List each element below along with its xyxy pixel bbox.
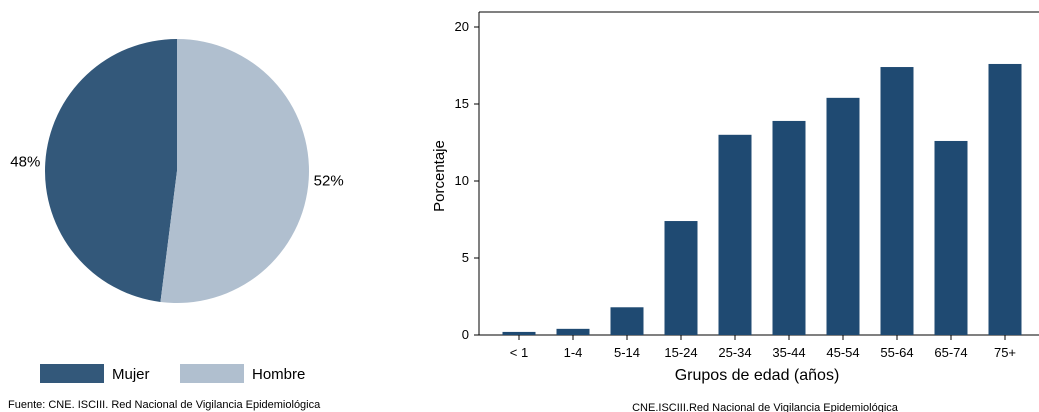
bar-4554 <box>826 97 860 335</box>
pie-slice-hombre <box>160 39 309 303</box>
pie-source-note: Fuente: CNE. ISCIII. Red Nacional de Vig… <box>8 399 321 411</box>
x-tick-label: 75+ <box>994 345 1016 360</box>
x-tick-label: < 1 <box>510 345 528 360</box>
x-tick-label: 65-74 <box>934 345 967 360</box>
y-tick-label: 0 <box>462 327 469 342</box>
y-axis-title: Porcentaje <box>431 140 448 212</box>
x-tick-label: 35-44 <box>772 345 805 360</box>
y-tick-label: 10 <box>455 173 469 188</box>
x-axis-ticks: < 1 1-4 5-14 15-24 25-34 35-44 45-54 55-64 65-74… <box>510 335 1016 360</box>
bar-1524 <box>664 221 698 335</box>
pie-slice-mujer <box>44 38 178 302</box>
y-tick-label: 15 <box>455 96 469 111</box>
legend-swatch-hombre <box>180 364 244 383</box>
y-tick-label: 5 <box>462 250 469 265</box>
pie-slice-label-hombre: 52% <box>314 173 344 190</box>
pie-legend: Mujer Hombre <box>40 364 305 383</box>
legend-swatch-mujer <box>40 364 104 383</box>
bar-14 <box>556 328 590 335</box>
x-tick-label: 1-4 <box>564 345 583 360</box>
x-tick-label: 55-64 <box>880 345 913 360</box>
bar-3544 <box>772 120 806 335</box>
x-tick-label: 25-34 <box>718 345 751 360</box>
x-axis-title: Grupos de edad (años) <box>675 367 840 384</box>
legend-label-mujer: Mujer <box>112 366 150 383</box>
legend-label-hombre: Hombre <box>252 366 305 383</box>
y-tick-label: 20 <box>455 19 469 34</box>
bar-5564 <box>880 67 914 335</box>
bar-chart: 0 5 10 15 20 < 1 1-4 5-14 15-24 25-34 35-44 45-54 5… <box>455 11 1039 360</box>
bar-source-note: CNE.ISCIII.Red Nacional de Vigilancia Ep… <box>632 402 899 412</box>
x-tick-label: 15-24 <box>664 345 697 360</box>
pie-slice-label-mujer: 48% <box>10 153 40 170</box>
y-axis-ticks: 0 5 10 15 20 <box>455 19 479 342</box>
pie-chart: 48% 52% <box>10 38 344 303</box>
bars <box>502 63 1022 336</box>
bar-75+ <box>988 63 1022 336</box>
x-tick-label: 5-14 <box>614 345 640 360</box>
bar-2534 <box>718 134 752 335</box>
bar-514 <box>610 307 644 335</box>
x-tick-label: 45-54 <box>826 345 859 360</box>
bar-6574 <box>934 140 968 335</box>
bar-1 <box>502 331 536 335</box>
